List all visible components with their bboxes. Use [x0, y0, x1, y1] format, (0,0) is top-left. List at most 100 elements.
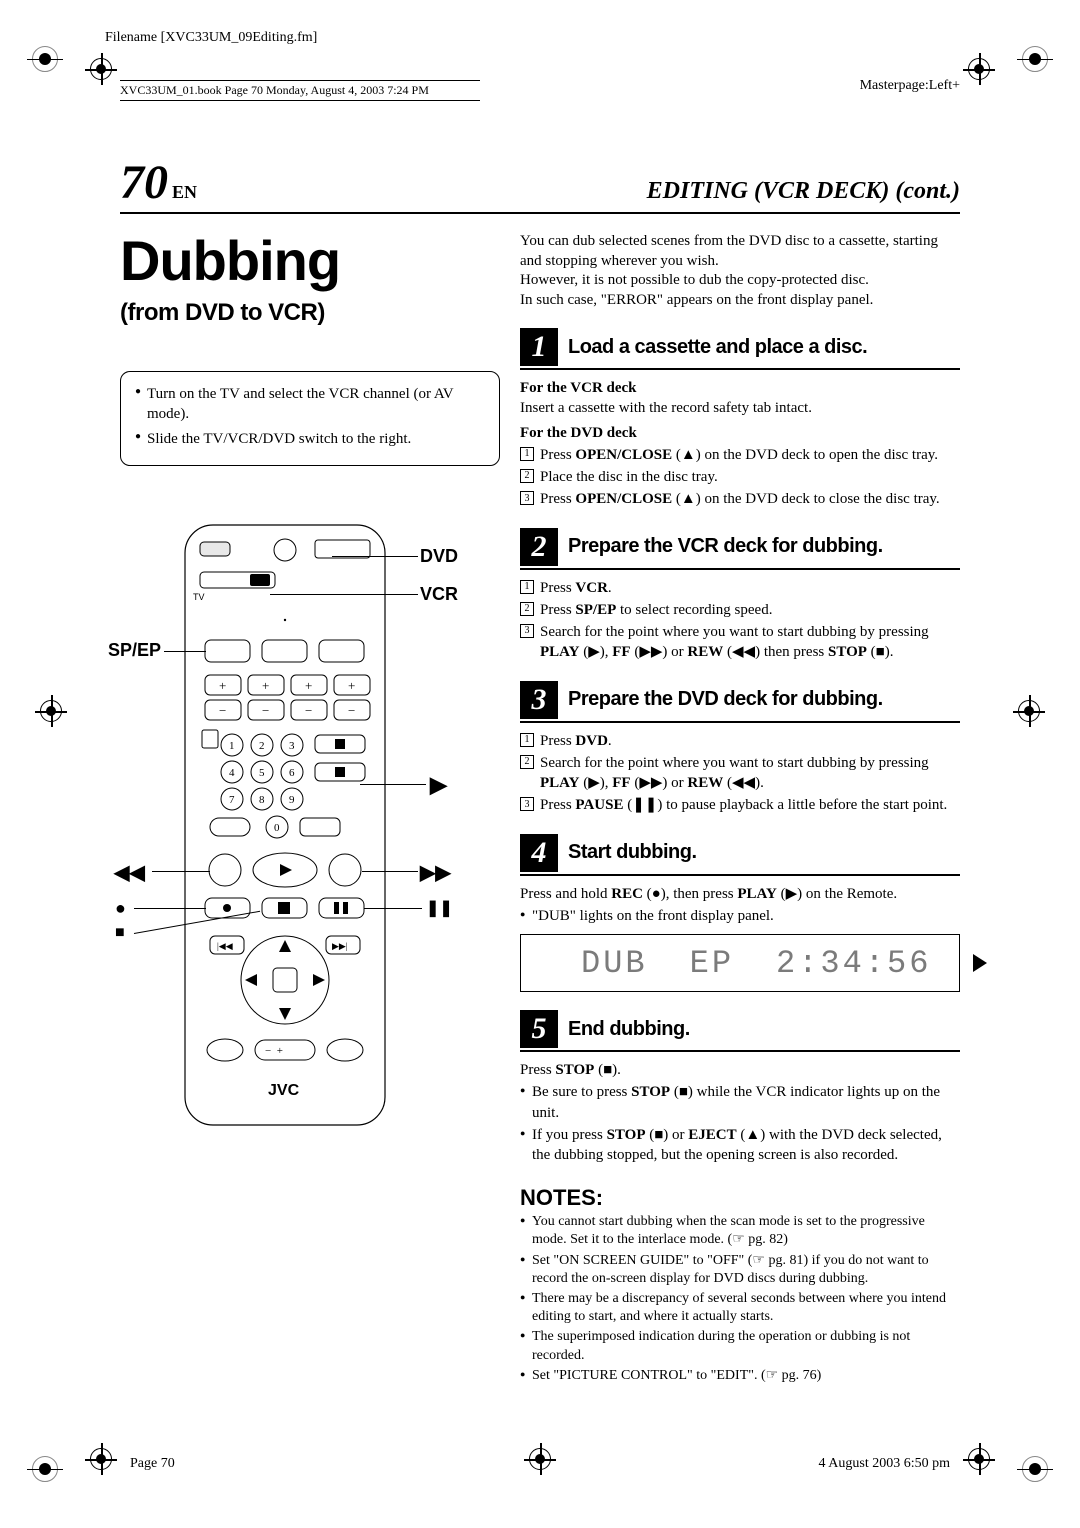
step-number: 5 [520, 1010, 558, 1048]
page-lang: EN [172, 182, 197, 202]
page-header: 70EN EDITING (VCR DECK) (cont.) [120, 155, 960, 214]
svg-text:−: − [262, 703, 269, 718]
registration-mark [968, 1448, 990, 1470]
svg-text:TV: TV [193, 592, 205, 602]
step-head: 1 Load a cassette and place a disc. [520, 328, 960, 370]
svg-text:5: 5 [259, 767, 265, 779]
step-title: Prepare the DVD deck for dubbing. [568, 688, 883, 711]
remote-diagram: TV + + + + − − − [120, 520, 500, 1180]
svg-text:2: 2 [259, 740, 265, 752]
step: 2 Prepare the VCR deck for dubbing. 1Press… [520, 528, 960, 663]
page-content: 70EN EDITING (VCR DECK) (cont.) Dubbing … [120, 155, 960, 1385]
main-title: Dubbing [120, 228, 500, 293]
step: 4 Start dubbing. Press and hold REC (●), t… [520, 834, 960, 993]
label-stop: ■ [115, 924, 125, 942]
step-body: 1Press VCR.2Press SP/EP to select record… [520, 578, 960, 663]
svg-text:8: 8 [259, 794, 265, 806]
svg-text:+: + [219, 678, 226, 693]
play-icon [973, 954, 987, 972]
label-pause: ❚❚ [426, 898, 453, 918]
filename-label: Filename [XVC33UM_09Editing.fm] [105, 30, 317, 46]
info-box: Turn on the TV and select the VCR channe… [120, 371, 500, 466]
info-item: Turn on the TV and select the VCR channe… [135, 384, 485, 425]
step-number: 2 [520, 528, 558, 566]
label-vcr: VCR [420, 584, 458, 605]
svg-text:0: 0 [274, 822, 280, 834]
display-time: 2:34:56 [776, 945, 931, 982]
svg-text:+: + [262, 678, 269, 693]
svg-text:6: 6 [289, 767, 295, 779]
notes-title: NOTES: [520, 1185, 960, 1211]
label-spep: SP/EP [108, 640, 161, 661]
leader-line [134, 908, 206, 909]
footer-date: 4 August 2003 6:50 pm [819, 1456, 950, 1472]
display-dub: DUB [581, 945, 648, 982]
registration-mark [40, 700, 62, 722]
svg-text:−: − [348, 703, 355, 718]
label-play: ▶ [430, 772, 447, 798]
step-head: 3 Prepare the DVD deck for dubbing. [520, 681, 960, 723]
registration-mark [529, 1448, 551, 1470]
corner-circle [1022, 1456, 1048, 1482]
step: 5 End dubbing. Press STOP (■).Be sure to p… [520, 1010, 960, 1165]
corner-circle [32, 46, 58, 72]
step-title: Load a cassette and place a disc. [568, 336, 867, 359]
step-title: End dubbing. [568, 1018, 690, 1041]
corner-circle [1022, 46, 1048, 72]
notes-list: You cannot start dubbing when the scan m… [520, 1213, 960, 1385]
label-rew: ◀◀ [114, 860, 145, 885]
intro-line: In such case, "ERROR" appears on the fro… [520, 291, 960, 311]
intro-line: However, it is not possible to dub the c… [520, 271, 960, 291]
svg-text:3: 3 [289, 740, 295, 752]
leader-line [362, 871, 418, 872]
registration-mark [90, 58, 112, 80]
book-line: XVC33UM_01.book Page 70 Monday, August 4… [120, 80, 480, 101]
svg-text:7: 7 [229, 794, 235, 806]
step-title: Start dubbing. [568, 841, 697, 864]
display-mode: EP [690, 945, 734, 982]
svg-text:−: − [219, 703, 226, 718]
label-rec: ● [115, 898, 126, 919]
label-dvd: DVD [420, 546, 458, 567]
intro-text: You can dub selected scenes from the DVD… [520, 232, 960, 310]
intro-line: You can dub selected scenes from the DVD… [520, 232, 960, 271]
svg-text:−: − [305, 703, 312, 718]
svg-text:4: 4 [229, 767, 235, 779]
leader-line [164, 651, 206, 652]
info-item: Slide the TV/VCR/DVD switch to the right… [135, 429, 485, 449]
page-number-value: 70 [120, 156, 168, 209]
step: 1 Load a cassette and place a disc. For th… [520, 328, 960, 510]
step-body: Press and hold REC (●), then press PLAY … [520, 884, 960, 927]
step-head: 5 End dubbing. [520, 1010, 960, 1052]
leader-line [332, 556, 418, 557]
leader-line [364, 908, 422, 909]
label-ff: ▶▶ [420, 860, 451, 885]
corner-circle [32, 1456, 58, 1482]
step-title: Prepare the VCR deck for dubbing. [568, 535, 883, 558]
step-number: 1 [520, 328, 558, 366]
svg-text:1: 1 [229, 740, 235, 752]
note-item: There may be a discrepancy of several se… [520, 1290, 960, 1326]
subhead: For the DVD deck [520, 423, 960, 443]
footer-page: Page 70 [130, 1456, 175, 1472]
step-head: 4 Start dubbing. [520, 834, 960, 876]
subtitle: (from DVD to VCR) [120, 299, 500, 327]
section-title: EDITING (VCR DECK) (cont.) [647, 178, 960, 205]
svg-text:JVC: JVC [268, 1082, 300, 1099]
page-number: 70EN [120, 155, 197, 210]
note-item: Set "ON SCREEN GUIDE" to "OFF" (☞ pg. 81… [520, 1252, 960, 1288]
registration-mark [968, 58, 990, 80]
registration-mark [1018, 700, 1040, 722]
step-body: For the VCR deckInsert a cassette with t… [520, 378, 960, 510]
svg-text:|◀◀: |◀◀ [217, 941, 233, 951]
right-column: You can dub selected scenes from the DVD… [520, 224, 960, 1385]
subhead: For the VCR deck [520, 378, 960, 398]
left-column: Dubbing (from DVD to VCR) Turn on the TV… [120, 224, 500, 1385]
note-item: The superimposed indication during the o… [520, 1328, 960, 1364]
note-item: You cannot start dubbing when the scan m… [520, 1213, 960, 1249]
step-number: 4 [520, 834, 558, 872]
step-number: 3 [520, 681, 558, 719]
leader-line [152, 871, 210, 872]
registration-mark [90, 1448, 112, 1470]
step-body: Press STOP (■).Be sure to press STOP (■)… [520, 1060, 960, 1165]
